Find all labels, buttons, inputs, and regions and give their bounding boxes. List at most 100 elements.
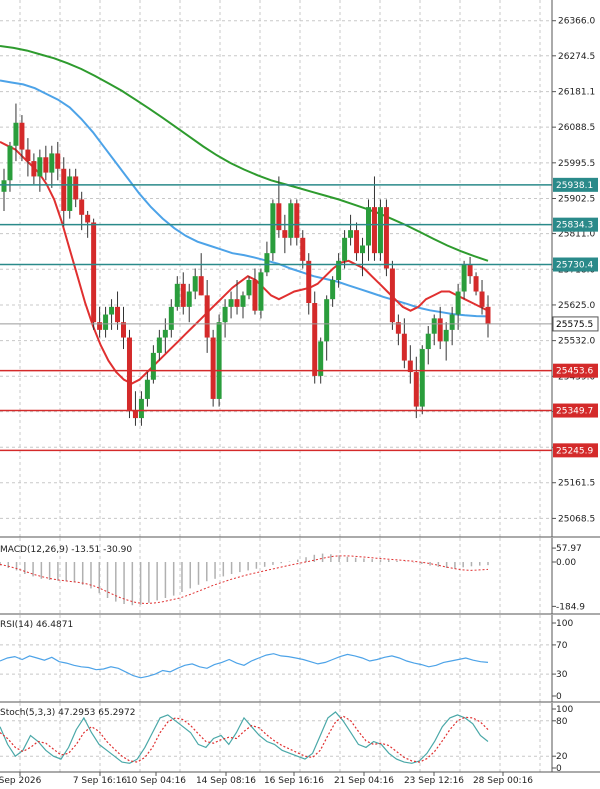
current-price-tag: [552, 316, 599, 332]
candle-body: [210, 337, 216, 399]
rsi-panel: 100 70 30 0 RSI(14) 46.4871: [0, 615, 600, 703]
support-level-label: 25453.6: [556, 367, 593, 377]
y-tick-label: 26181.1: [558, 88, 595, 98]
candle-body: [132, 410, 138, 419]
y-tick-label: 57.97: [556, 544, 582, 554]
moving-average-red-line: [0, 141, 489, 385]
candle-body: [252, 280, 258, 311]
x-tick-label: 21 Sep 04:16: [334, 776, 394, 786]
candle-body: [97, 322, 103, 330]
candle-body: [43, 157, 49, 173]
candle-body: [150, 352, 156, 380]
x-tick-label: 10 Sep 04:16: [126, 776, 186, 786]
candle-body: [115, 306, 121, 323]
candle-body: [354, 230, 360, 254]
candle-body: [55, 153, 61, 169]
candle-body: [192, 276, 198, 292]
candle-body: [431, 318, 437, 334]
candle-body: [413, 372, 419, 407]
rsi-label: RSI(14) 46.4871: [0, 620, 73, 630]
candle-body: [144, 379, 150, 399]
candle-body: [73, 176, 79, 200]
candle-body: [425, 333, 431, 350]
y-tick-label: 0: [556, 764, 562, 774]
candle-body: [473, 276, 479, 292]
rsi-line: [0, 653, 489, 679]
macd-signal-line: [0, 555, 489, 605]
candle-body: [67, 176, 73, 211]
candle-body: [360, 245, 366, 254]
candle-body: [365, 207, 371, 246]
candle-body: [401, 333, 407, 361]
candle-body: [85, 214, 91, 223]
candle-body: [180, 283, 186, 307]
candle-body: [288, 203, 294, 238]
candle-body: [455, 291, 461, 315]
current-price-label: 25575.5: [556, 320, 593, 330]
candle-body: [79, 199, 85, 215]
candle-body: [162, 329, 168, 338]
candle-body: [109, 306, 115, 315]
candle-body: [467, 264, 473, 277]
candle-body: [312, 303, 318, 376]
support-level-tag: [553, 363, 598, 378]
resistance-level-tag: [553, 217, 598, 232]
support-level-label: 25349.7: [556, 407, 593, 417]
y-tick-label: 26088.5: [558, 123, 595, 133]
candle-body: [348, 230, 354, 238]
candle-body: [61, 168, 67, 211]
candle-body: [342, 237, 348, 261]
candle-body: [49, 153, 55, 173]
candle-body: [246, 280, 252, 296]
y-tick-label: 20: [556, 752, 568, 762]
candle-body: [228, 299, 234, 307]
candle-body: [19, 122, 25, 150]
candle-body: [300, 237, 306, 261]
moving-average-blue-line: [0, 79, 489, 318]
candle-body: [318, 341, 324, 376]
candle-body: [91, 222, 97, 323]
candle-body: [383, 207, 389, 269]
x-tick-label: 28 Sep 00:16: [473, 776, 533, 786]
candle-body: [485, 306, 491, 325]
macd-label: MACD(12,26,9) -13.51 -30.90: [0, 545, 132, 555]
x-tick-label: Sep 2026: [0, 776, 42, 786]
candle-body: [395, 322, 401, 334]
x-tick-label: 16 Sep 16:16: [264, 776, 324, 786]
candle-body: [443, 329, 449, 342]
stoch-k-line: [0, 711, 489, 764]
y-tick-label: 25811.0: [558, 230, 595, 240]
candle-body: [276, 203, 282, 231]
candle-body: [270, 203, 276, 254]
candle-body: [222, 306, 228, 323]
candle-body: [449, 314, 455, 330]
y-tick-label: 70: [556, 641, 568, 651]
candle-body: [25, 149, 31, 162]
candle-body: [371, 207, 377, 254]
stoch-d-line: [0, 715, 489, 763]
y-tick-label: 30: [556, 670, 568, 680]
y-tick-label: 100: [556, 705, 573, 715]
candle-body: [306, 260, 312, 304]
candle-body: [13, 122, 19, 146]
candle-body: [479, 291, 485, 307]
candle-body: [282, 230, 288, 238]
candle-body: [1, 180, 7, 192]
y-tick-label: 25068.5: [558, 514, 595, 524]
candle-body: [186, 291, 192, 307]
stoch-label: Stoch(5,3,3) 47.2953 65.2972: [0, 708, 135, 718]
y-tick-label: 80: [556, 717, 568, 727]
candle-body: [294, 203, 300, 238]
candle-body: [121, 322, 127, 338]
candle-body: [7, 145, 13, 181]
support-level-tag: [553, 443, 598, 458]
y-tick-label: 25532.0: [558, 337, 595, 347]
candle-body: [377, 207, 383, 254]
y-tick-label: 25161.5: [558, 479, 595, 489]
candle-body: [156, 337, 162, 353]
main-price-panel: 26366.0 26274.5 26181.1 26088.5 25995.5 25902…: [0, 0, 600, 538]
candle-body: [216, 322, 222, 399]
candle-body: [234, 299, 240, 307]
